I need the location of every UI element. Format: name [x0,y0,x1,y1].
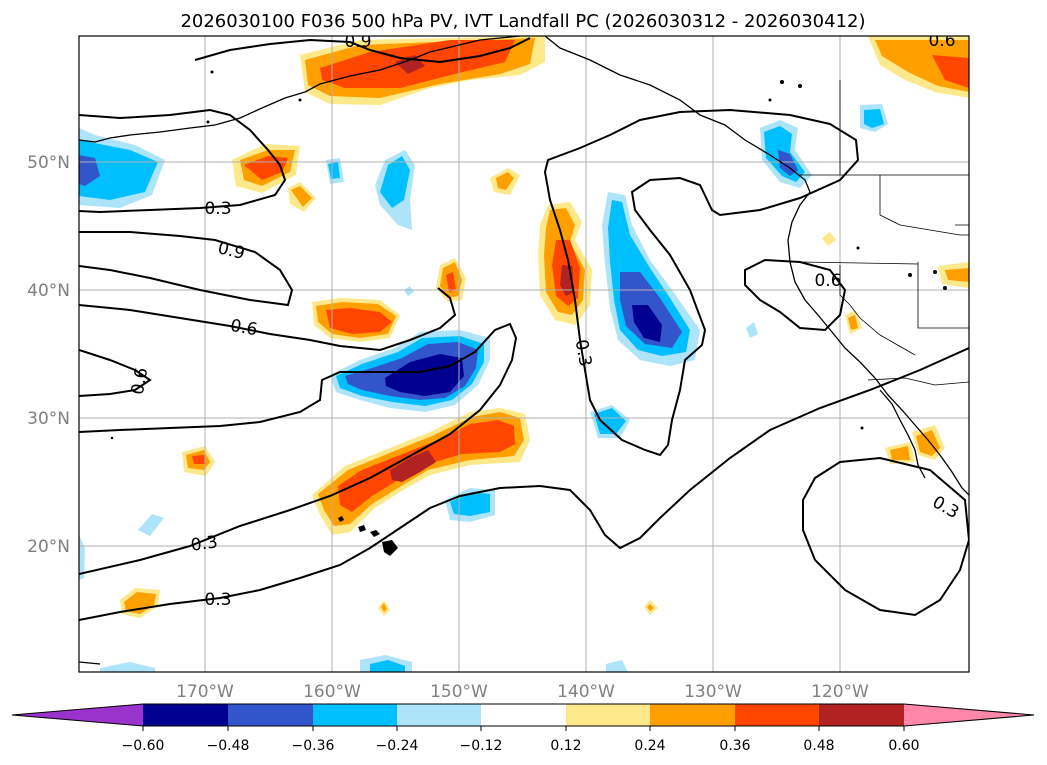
contour-label: 0.6 [128,366,152,396]
contour-03-south [79,347,969,621]
lon-label: 130°W [684,682,742,702]
colorbar-tick-label: −0.48 [207,738,250,754]
shade-positive-156w-37n [312,298,400,342]
colorbar-swatch [228,704,313,726]
contour-06-left [79,349,152,397]
shade-positive-ne-corner [868,36,969,98]
lon-label: 140°W [557,682,615,702]
colorbar-tick-label: −0.24 [376,738,419,754]
coastlines [79,36,969,665]
map-background [79,36,969,672]
shade-negative-139w-30n [590,405,630,438]
lat-label: 20°N [27,537,70,557]
colorbar-swatch [566,704,650,726]
political-borders [799,80,969,386]
lat-label: 50°N [27,153,70,173]
colorbar-ticks [142,726,905,731]
colorbar: −0.60 −0.48 −0.36 −0.24 −0.12 0.12 0.24 … [11,703,1035,754]
lon-label: 170°W [176,682,234,702]
contour-03-se [802,456,969,617]
lon-label: 120°W [811,682,869,702]
contour-label: 0.3 [204,590,231,610]
contour-03-north [79,108,287,214]
map-content: 0.9 0.3 0.9 0.6 0.6 0.3 0.6 0.3 0.3 0.3 … [79,31,969,672]
colorbar-tick-label: −0.60 [122,738,165,754]
colorbar-extend-high [904,704,1034,726]
colorbar-tick-label: 0.60 [888,738,919,754]
colorbar-tick-label: 0.12 [550,738,581,754]
contour-label: 0.6 [229,316,259,340]
contour-label: 0.9 [344,32,371,52]
shade-positive-145w-48n [490,168,520,195]
shade-small-blobs [100,232,969,672]
islands [110,70,947,556]
colorbar-swatch [313,704,397,726]
contour-label: 0.6 [928,31,955,51]
shade-positive-171w-31n [182,446,215,476]
contour-label: 0.3 [204,199,231,219]
colorbar-swatch [735,704,819,726]
colorbar-swatch [819,704,904,726]
colorbar-swatch [143,704,228,726]
contour-06-loop [79,287,457,352]
colorbar-swatch [481,704,566,726]
longitude-labels: 170°W 160°W 150°W 140°W 130°W 120°W [176,682,869,702]
colorbar-tick-label: 0.24 [634,738,665,754]
colorbar-extend-low [12,704,143,726]
contour-09-mid [79,231,294,307]
shade-negative-157w-50n [326,150,415,230]
colorbar-tick-label: −0.12 [460,738,503,754]
contour-label: 0.3 [190,532,220,556]
contour-03-big [79,322,518,575]
shade-negative-west-50n [79,128,165,208]
shade-positive-150w-26n [312,408,530,535]
colorbar-tick-label: −0.36 [292,738,335,754]
lon-label: 160°W [303,682,361,702]
shade-positive-gulf-alaska [300,36,545,105]
shading-layer [79,36,969,672]
shade-negative-169w-22n [138,514,164,536]
graticule [79,36,969,672]
colorbar-swatch [650,704,735,726]
contour-lines [79,37,969,621]
shade-negative-bc-coast [760,104,888,188]
shade-positive-142w-40n [538,202,592,325]
contour-label: 0.6 [814,271,841,291]
shade-negative-135w-38n [602,192,700,366]
lat-label: 40°N [27,281,70,301]
colorbar-swatch [397,704,481,726]
colorbar-tick-label: 0.48 [803,738,834,754]
map-frame [78,35,970,673]
figure-title: 2026030100 F036 500 hPa PV, IVT Landfall… [180,11,865,32]
map-panel: 0.9 0.3 0.9 0.6 0.6 0.3 0.6 0.3 0.3 0.3 … [78,31,970,673]
colorbar-tick-label: 0.36 [719,738,750,754]
contour-09-north [194,37,531,64]
contour-label: 0.3 [571,338,595,368]
latitude-labels: 50°N 40°N 30°N 20°N [27,153,70,557]
contour-06-east [744,258,847,332]
lon-label: 150°W [430,682,488,702]
contour-03-center [543,108,860,457]
lat-label: 30°N [27,409,70,429]
